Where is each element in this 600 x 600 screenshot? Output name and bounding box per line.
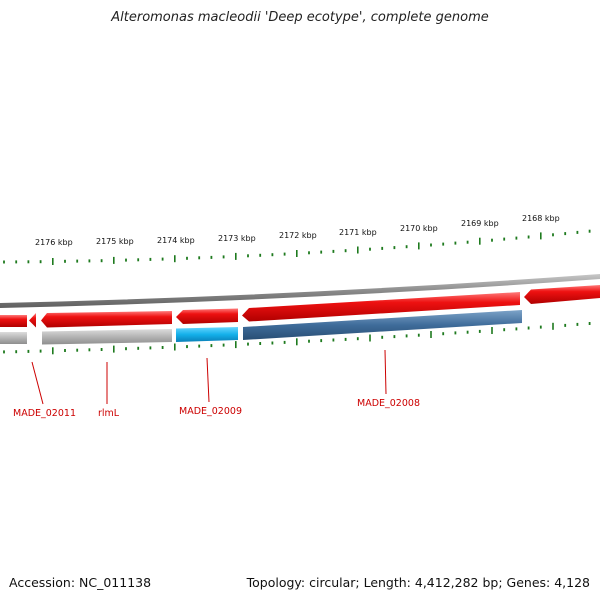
gene-MADE-02008[interactable] <box>243 310 522 340</box>
reverse-genes <box>0 310 522 345</box>
gene-MADE-02008-forward[interactable] <box>242 292 520 322</box>
gene-forward-1[interactable] <box>0 315 27 327</box>
ruler-labels: 2176 kbp 2175 kbp 2174 kbp 2173 kbp 2172… <box>35 214 560 247</box>
ruler-label-2172: 2172 kbp <box>279 231 317 240</box>
leader-MADE-02008 <box>384 349 387 395</box>
gene-MADE-02009[interactable] <box>176 327 238 342</box>
accession-text: Accession: NC_011138 <box>9 575 152 590</box>
gene-rlmL[interactable] <box>41 311 172 328</box>
gene-labels: MADE_02011 rlmL MADE_02009 MADE_02008 <box>13 398 420 419</box>
genome-backbone <box>0 274 600 308</box>
gene-label-MADE-02009[interactable]: MADE_02009 <box>179 406 242 417</box>
gene-label-MADE-02011[interactable]: MADE_02011 <box>13 408 76 419</box>
map-title: Alteromonas macleodii 'Deep ecotype', co… <box>111 10 489 25</box>
ruler-label-2174: 2174 kbp <box>157 236 195 245</box>
forward-genes <box>0 285 600 328</box>
ruler-label-2169: 2169 kbp <box>461 219 499 228</box>
ruler-label-2171: 2171 kbp <box>339 228 377 237</box>
ruler-inner-ticks <box>3 229 591 265</box>
leader-MADE-02009 <box>206 357 210 403</box>
gene-label-MADE-02008[interactable]: MADE_02008 <box>357 398 420 409</box>
gene-MADE-02009-forward[interactable] <box>176 308 238 325</box>
ruler-outer-ticks <box>3 322 591 355</box>
gene-label-leaders <box>31 349 387 405</box>
ruler-label-2170: 2170 kbp <box>400 224 438 233</box>
gene-forward-2[interactable] <box>29 313 36 328</box>
ruler-label-2175: 2175 kbp <box>96 237 134 246</box>
gene-label-rlmL[interactable]: rlmL <box>98 408 120 419</box>
gene-reverse-2[interactable] <box>42 329 172 345</box>
gene-reverse-1[interactable] <box>0 332 27 344</box>
genome-summary-text: Topology: circular; Length: 4,412,282 bp… <box>246 575 590 590</box>
leader-MADE-02011 <box>31 361 44 405</box>
gene-forward-6[interactable] <box>524 285 600 304</box>
ruler-label-2173: 2173 kbp <box>218 234 256 243</box>
ruler-label-2176: 2176 kbp <box>35 238 73 247</box>
ruler-label-2168: 2168 kbp <box>522 214 560 223</box>
